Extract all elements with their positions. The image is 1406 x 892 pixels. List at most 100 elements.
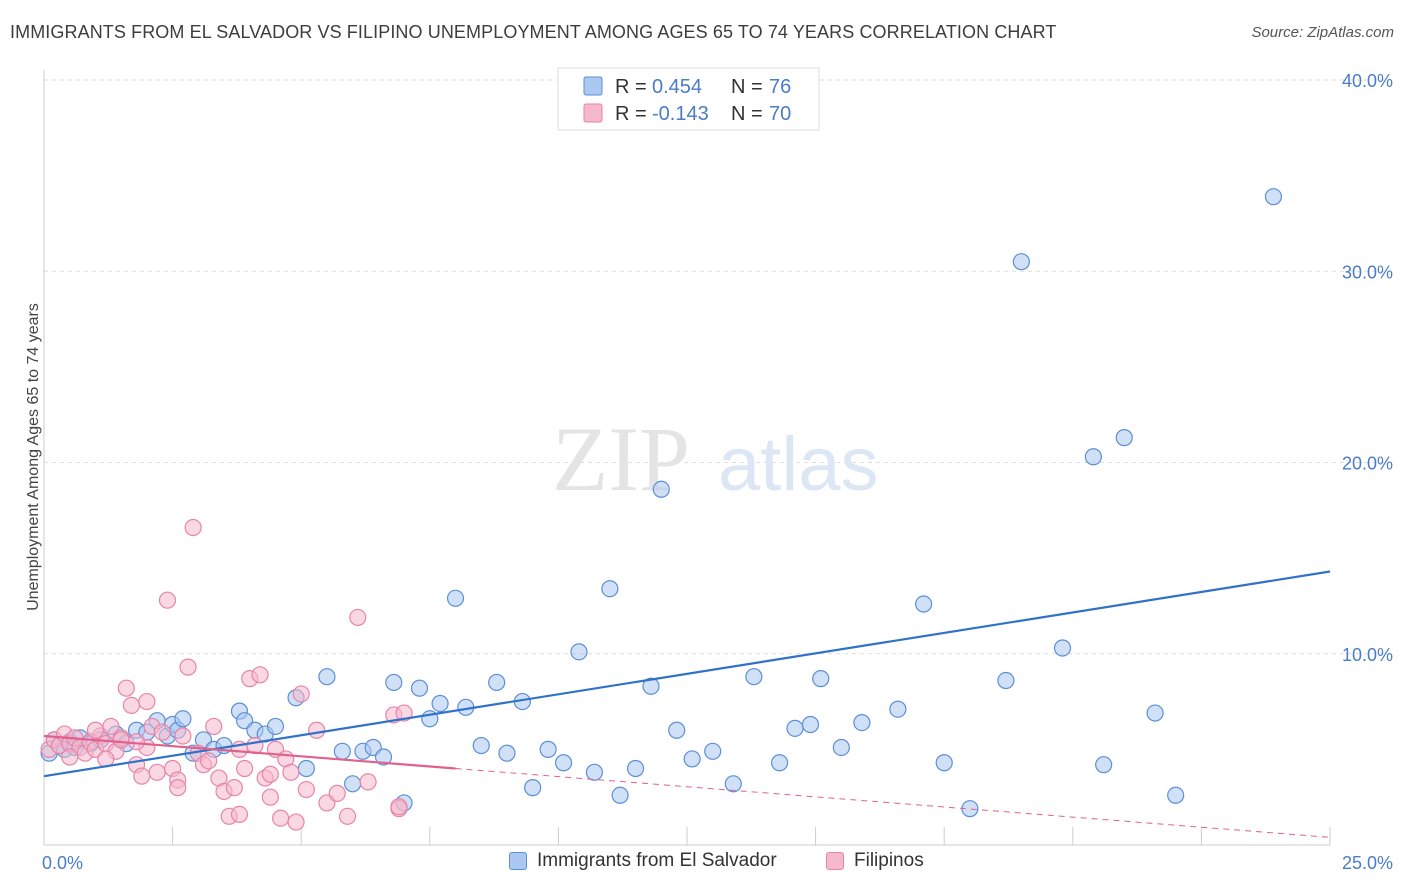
legend-n-value: 76 <box>769 76 791 98</box>
trend-lines <box>43 570 1331 838</box>
y-tick-label: 10.0% <box>1342 645 1393 665</box>
data-point-el-salvador <box>472 736 490 755</box>
data-point-filipinos <box>297 780 315 799</box>
data-point-filipinos <box>174 727 192 745</box>
source-label: Source: ZipAtlas.com <box>1251 24 1394 41</box>
data-point-el-salvador <box>266 717 285 736</box>
data-point-el-salvador <box>318 668 336 686</box>
legend-r-label: R = <box>615 76 647 98</box>
data-point-filipinos <box>127 733 146 751</box>
data-point-el-salvador <box>997 671 1015 690</box>
data-point-el-salvador <box>652 480 670 498</box>
data-point-el-salvador <box>498 744 516 762</box>
data-point-el-salvador <box>488 673 506 692</box>
data-point-el-salvador <box>410 679 429 697</box>
data-point-filipinos <box>292 685 310 703</box>
data-point-el-salvador <box>585 763 604 781</box>
data-point-el-salvador <box>611 786 629 804</box>
data-point-filipinos <box>230 805 249 824</box>
legend-swatch-blue <box>509 852 527 870</box>
data-point-filipinos <box>395 704 413 722</box>
x-tick-label: 0.0% <box>42 853 83 873</box>
data-point-el-salvador <box>786 719 804 737</box>
data-point-el-salvador <box>1264 188 1283 206</box>
data-point-el-salvador <box>801 715 820 734</box>
data-point-filipinos <box>261 788 279 806</box>
tick-labels: 10.0% 20.0% 30.0% 40.0% 0.0% 25.0% <box>42 71 1393 873</box>
data-point-el-salvador <box>1167 786 1185 804</box>
data-point-filipinos <box>359 773 377 791</box>
data-point-filipinos <box>225 779 243 797</box>
data-point-filipinos <box>338 807 357 825</box>
legend: R = 0.454 N = 76 R = -0.143 N = 70 <box>557 67 820 131</box>
data-point-el-salvador <box>668 721 686 739</box>
data-point-filipinos <box>122 696 141 714</box>
data-point-el-salvador <box>446 589 465 607</box>
data-point-el-salvador <box>1053 639 1072 657</box>
data-point-filipinos <box>272 809 290 827</box>
data-point-filipinos <box>148 763 166 781</box>
data-point-filipinos <box>308 721 326 739</box>
legend-r-value: -0.143 <box>652 103 709 125</box>
data-point-el-salvador <box>724 775 742 793</box>
data-point-filipinos <box>158 591 177 609</box>
data-point-el-salvador <box>889 700 907 718</box>
data-point-el-salvador <box>344 775 362 793</box>
legend-n-label: N = <box>731 76 763 98</box>
data-point-filipinos <box>117 679 135 697</box>
data-point-filipinos <box>390 798 408 816</box>
bottom-legend-item-filipinos: Filipinos <box>826 850 924 872</box>
data-point-filipinos <box>251 666 269 684</box>
data-point-el-salvador <box>524 779 542 797</box>
data-point-filipinos <box>205 717 223 736</box>
gridlines <box>44 79 1390 655</box>
legend-n-label: N = <box>731 103 763 125</box>
legend-r-label: R = <box>615 103 647 125</box>
data-point-el-salvador <box>297 759 315 778</box>
y-tick-label: 30.0% <box>1342 262 1393 282</box>
data-point-filipinos <box>179 658 197 676</box>
data-point-el-salvador <box>1146 704 1164 722</box>
legend-swatch-pink <box>826 852 844 870</box>
data-point-filipinos <box>261 765 279 783</box>
trend-line-filipinos <box>43 734 456 770</box>
data-point-el-salvador <box>333 742 351 760</box>
data-point-el-salvador <box>642 677 660 695</box>
trend-line-filipinos-extension <box>455 768 1331 838</box>
data-point-filipinos <box>61 748 79 766</box>
data-point-el-salvador <box>812 670 830 688</box>
bottom-legend-item-el-salvador: Immigrants from El Salvador <box>509 850 777 872</box>
legend-r-value: 0.454 <box>652 76 702 98</box>
data-point-filipinos <box>112 731 130 749</box>
legend-swatch <box>583 103 603 123</box>
watermark: ZIP atlas <box>552 408 879 510</box>
data-point-el-salvador <box>770 754 789 772</box>
x-tick-label: 25.0% <box>1342 853 1393 873</box>
data-point-filipinos <box>86 721 105 739</box>
legend-swatch <box>583 76 603 96</box>
data-point-el-salvador <box>683 750 701 768</box>
data-point-el-salvador <box>385 673 403 692</box>
data-point-el-salvador <box>1084 448 1102 466</box>
data-point-el-salvador <box>915 595 933 613</box>
data-point-el-salvador <box>601 580 619 598</box>
data-point-filipinos <box>349 608 367 627</box>
data-point-filipinos <box>133 767 151 785</box>
watermark-atlas: atlas <box>718 422 879 507</box>
data-point-filipinos <box>184 518 202 537</box>
trend-line-el-salvador <box>43 570 1331 778</box>
bottom-legend: Immigrants from El Salvador Filipinos <box>0 850 1406 880</box>
data-point-el-salvador <box>745 668 763 686</box>
data-point-el-salvador <box>704 742 722 760</box>
data-point-el-salvador <box>374 748 393 766</box>
data-point-filipinos <box>169 779 187 797</box>
watermark-zip: ZIP <box>552 408 690 510</box>
data-point-el-salvador <box>431 694 449 713</box>
data-point-el-salvador <box>1095 756 1113 774</box>
data-point-filipinos <box>200 752 218 770</box>
data-point-el-salvador <box>554 754 573 772</box>
data-point-el-salvador <box>174 710 192 728</box>
y-tick-label: 40.0% <box>1342 71 1393 91</box>
data-point-filipinos <box>328 784 346 802</box>
